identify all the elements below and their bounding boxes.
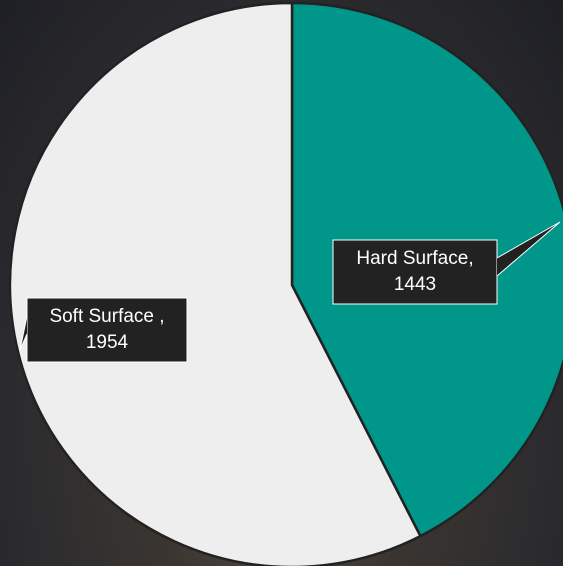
data-label-name: Hard Surface, — [356, 248, 473, 269]
data-label-value: 1443 — [394, 274, 436, 295]
chart: Hard Surface, 1443 Soft Surface , 1954 — [0, 0, 563, 566]
data-label-value: 1954 — [86, 332, 129, 353]
data-label-name: Soft Surface , — [49, 306, 164, 327]
page: {"chart_data": {"type": "pie", "categori… — [0, 0, 563, 566]
